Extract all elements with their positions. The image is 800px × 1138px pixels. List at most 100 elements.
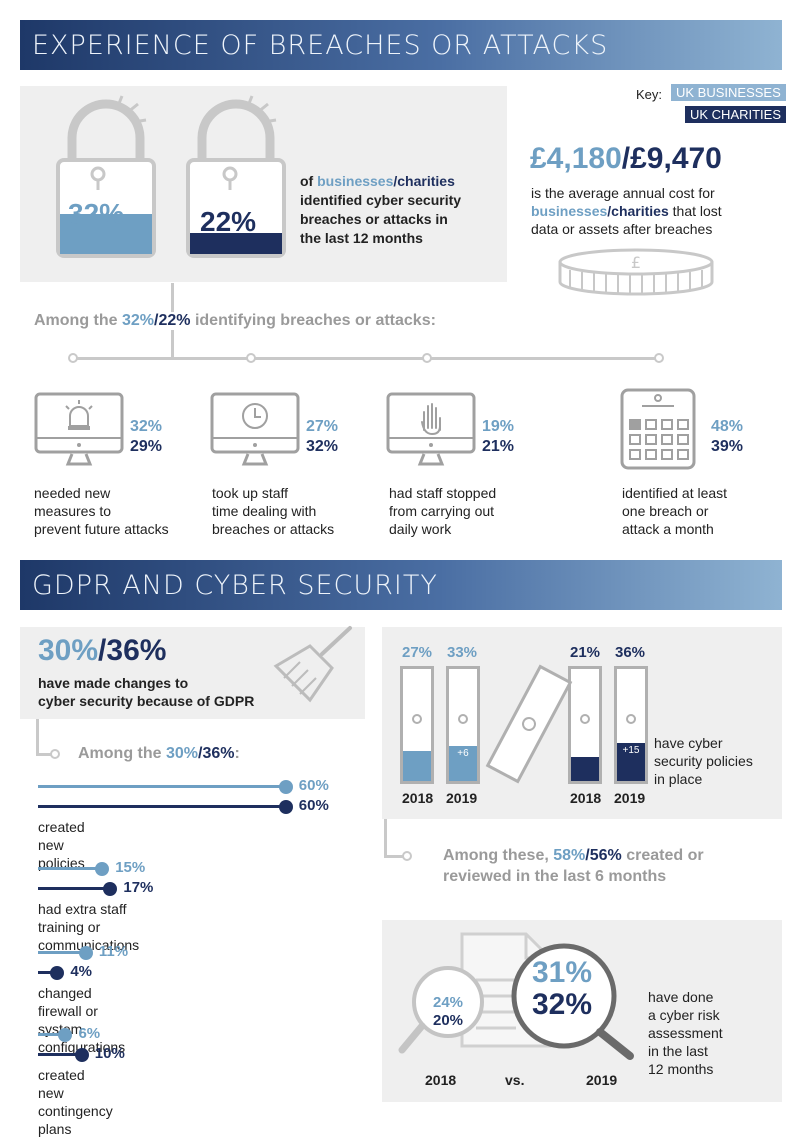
impact-label: had staff stopped from carrying out daily …: [389, 485, 497, 537]
business-bar: [38, 785, 283, 788]
year-label: 2018: [425, 1072, 457, 1088]
business-bar: [38, 951, 83, 954]
key-label: Key:: [636, 87, 663, 102]
binder: +15: [614, 666, 648, 784]
connector-line: [36, 753, 54, 756]
charity-value: 60%: [298, 797, 329, 814]
business-bar: [38, 867, 100, 870]
magnifier-icon: [511, 943, 634, 1060]
year-label: 2018: [402, 790, 434, 806]
impact-label: took up staff time dealing with breaches o…: [212, 485, 335, 537]
impact-charity-pct: 29%: [130, 438, 163, 455]
charity-bar: [38, 1053, 79, 1056]
binder: +6: [446, 666, 480, 784]
among-these: Among these, 58%/56% created or reviewed…: [443, 847, 704, 885]
connector-dot: [402, 851, 412, 861]
binder-delta: +15: [622, 745, 640, 756]
calendar-icon: [620, 388, 696, 470]
key-businesses: UK BUSINESSES: [671, 84, 786, 101]
alarm-icon: [34, 392, 124, 466]
change-label: had extra staff training or communicatio…: [38, 901, 140, 953]
impact-charity-pct: 39%: [711, 438, 744, 455]
binder-delta: +6: [457, 748, 469, 759]
charity-dot: [278, 800, 293, 814]
vs-label: vs.: [505, 1072, 525, 1088]
charity-dot: [103, 882, 118, 896]
stop-hand-icon: [386, 392, 476, 466]
key-charities: UK CHARITIES: [685, 106, 787, 123]
charity-bar: [38, 887, 108, 890]
timeline-dot: [654, 353, 664, 363]
section-banner-gdpr: GDPR AND CYBER SECURITY: [20, 560, 782, 610]
risk-business-2018: 24%: [433, 994, 464, 1011]
average-cost: £4,180/£9,470: [530, 142, 722, 175]
risk-business-2019: 31%: [532, 956, 593, 989]
identified-text: of businesses/charities identified cyber…: [300, 173, 462, 246]
binder-fill: +15: [617, 741, 645, 781]
svg-text:£: £: [631, 253, 641, 272]
clock-icon: [210, 392, 300, 466]
impact-business-pct: 48%: [711, 418, 744, 435]
binder-ring: [458, 714, 468, 724]
broom-icon: [273, 626, 352, 703]
among-identifying: Among the 32%/22% identifying breaches o…: [34, 312, 442, 330]
policies-label: have cyber security policies in place: [654, 735, 753, 787]
year-label: 2018: [570, 790, 602, 806]
charity-value: 10%: [94, 1045, 125, 1062]
impact-charity-pct: 32%: [306, 438, 339, 455]
binder-ring: [626, 714, 636, 724]
gdpr-changes-pct: 30%/36%: [38, 634, 167, 667]
lock-business-pct: 32%: [68, 198, 125, 229]
folder-icon: [485, 664, 573, 784]
connector-line: [36, 719, 39, 755]
section-banner-breaches: EXPERIENCE OF BREACHES OR ATTACKS: [20, 20, 782, 70]
magnifier-icon: [398, 966, 484, 1054]
charity-dot: [50, 966, 65, 980]
connector-dot: [50, 749, 60, 759]
section-title: EXPERIENCE OF BREACHES OR ATTACKS: [32, 30, 609, 61]
timeline-line: [75, 357, 660, 360]
lock-charity-pct: 22%: [200, 206, 257, 237]
business-value: 15%: [115, 859, 146, 876]
risk-charity-2018: 20%: [433, 1012, 464, 1029]
year-label: 2019: [614, 790, 646, 806]
impact-label: identified at least one breach or attack a…: [622, 485, 728, 537]
business-dot: [278, 780, 293, 794]
coin-icon: £: [558, 248, 714, 296]
charity-value: 17%: [123, 879, 154, 896]
year-label: 2019: [446, 790, 478, 806]
risk-label: have done a cyber risk assessment in the la…: [648, 989, 723, 1077]
padlock-icon: [186, 95, 286, 258]
timeline-dot: [246, 353, 256, 363]
risk-charity-2019: 32%: [532, 988, 593, 1021]
business-value: 11%: [98, 943, 129, 960]
charity-dot: [74, 1048, 89, 1062]
impact-label: needed new measures to prevent future atta…: [34, 485, 169, 537]
policy-business-2018: 27%: [402, 644, 433, 661]
connector-line: [384, 819, 387, 857]
gdpr-panel: [20, 627, 365, 719]
binder-fill: [403, 751, 431, 781]
charity-bar: [38, 805, 283, 808]
change-label: changed firewall or system configuration…: [38, 985, 126, 1055]
policy-business-2019: 33%: [447, 644, 478, 661]
business-value: 6%: [78, 1025, 101, 1042]
binder-fill: +6: [449, 744, 477, 781]
connector-line: [384, 855, 404, 858]
gdpr-changes-text: have made changes to cyber security becau…: [38, 675, 255, 709]
padlock-icon: [56, 95, 156, 258]
impact-business-pct: 32%: [130, 418, 163, 435]
policy-charity-2019: 36%: [615, 644, 646, 661]
binder-ring: [580, 714, 590, 724]
business-value: 60%: [298, 777, 329, 794]
impact-charity-pct: 21%: [482, 438, 515, 455]
business-dot: [58, 1028, 73, 1042]
among-gdpr: Among the 30%/36%:: [78, 745, 240, 762]
charity-bar: [38, 971, 55, 974]
charity-value: 4%: [70, 963, 92, 980]
binder-fill: [571, 757, 599, 781]
business-bar: [38, 1033, 63, 1036]
binder: [400, 666, 434, 784]
cost-description: is the average annual cost for businesse…: [531, 185, 722, 237]
change-label: created new policies: [38, 819, 85, 871]
